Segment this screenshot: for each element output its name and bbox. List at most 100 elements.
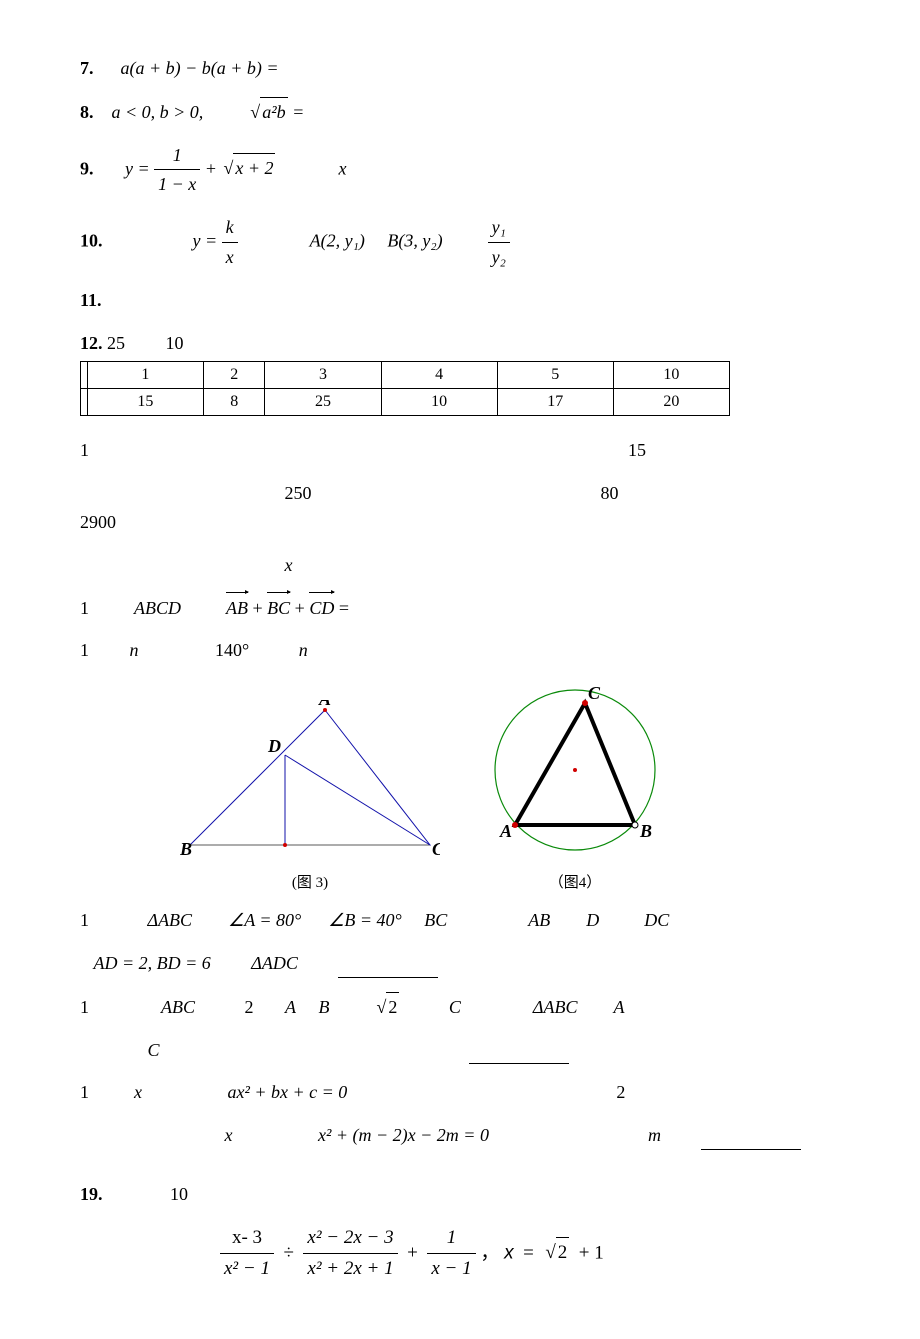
q10-rfrac-num: y₁ — [488, 213, 510, 243]
figure-4-caption: （图4） — [470, 871, 680, 892]
vec-ab: AB — [226, 594, 248, 623]
q12-mid: 10 — [166, 333, 184, 353]
q10-A: A(2, y₁) — [310, 231, 365, 251]
line-e-deg: 140° — [215, 640, 249, 660]
q10-frac-num: k — [222, 213, 238, 243]
point-foot-dot — [283, 843, 287, 847]
q19-f1: x- 3 x² − 1 — [220, 1223, 274, 1285]
table-cell: 10 — [613, 362, 729, 389]
q18-m: m — [648, 1125, 661, 1145]
table-cell: 25 — [265, 389, 381, 416]
figure-4: A B C （图4） — [470, 685, 680, 892]
q17-sqrt2-rad: 2 — [386, 992, 399, 1022]
q10-rfrac-den: y₂ — [488, 243, 510, 272]
question-17: 1 ABC 2 A B 2 C ΔABC A — [80, 992, 840, 1022]
q19-div: ÷ — [283, 1242, 293, 1263]
question-8: 8. a < 0, b > 0, a²b = — [80, 97, 840, 127]
q18-lead: 1 — [80, 1082, 89, 1102]
q8-number: 8. — [80, 102, 94, 122]
q10-B: B(3, y₂) — [387, 231, 442, 251]
q12-pre: 25 — [107, 333, 125, 353]
table-header-row: 1 2 3 4 5 10 — [81, 362, 730, 389]
q9-number: 9. — [80, 158, 94, 178]
label-c-4: C — [588, 685, 601, 703]
q9-yeq: y = — [125, 158, 150, 178]
table-cell: 3 — [265, 362, 381, 389]
table-cell: 15 — [87, 389, 203, 416]
table-data-row: 15 8 25 10 17 20 — [81, 389, 730, 416]
q19-f3-num: 1 — [427, 1223, 475, 1254]
question-7: 7. a(a + b) − b(a + b) = — [80, 54, 840, 83]
q16-blank[interactable] — [338, 959, 438, 978]
q19-f2-num: x² − 2x − 3 — [303, 1223, 397, 1254]
q17-sqrt2: 2 — [375, 992, 400, 1022]
line-e-n1: n — [130, 640, 139, 660]
q17-abc: ABC — [161, 997, 195, 1017]
figure-3-svg: A B C D — [180, 700, 440, 860]
q8-after: = — [292, 102, 304, 122]
q17-blank[interactable] — [469, 1045, 569, 1064]
q19-f1-num: x- 3 — [220, 1223, 274, 1254]
label-a: A — [318, 700, 331, 709]
q8-rad: a²b — [260, 97, 287, 127]
label-b: B — [180, 839, 192, 859]
figure-4-svg: A B C — [470, 685, 680, 860]
q17-tri: ΔABC — [533, 997, 578, 1017]
table-cell: 5 — [497, 362, 613, 389]
q19-f3-den: x − 1 — [427, 1254, 475, 1284]
label-c: C — [432, 839, 440, 859]
triangle-abc-4 — [515, 703, 635, 825]
line-e-lead: 1 — [80, 640, 89, 660]
q19-plus1: + 1 — [579, 1242, 604, 1263]
q17-two: 2 — [245, 997, 254, 1017]
line-a-lead: 1 — [80, 440, 89, 460]
question-16: 1 ΔABC ∠A = 80° ∠B = 40° BC AB D DC — [80, 906, 840, 935]
q16-tri: ΔABC — [148, 910, 193, 930]
q8-sqrt: a²b — [248, 97, 287, 127]
line-a-v1: 15 — [628, 440, 646, 460]
q9-frac-num: 1 — [154, 141, 200, 171]
line-c-x: x — [285, 555, 293, 575]
table-cell — [81, 362, 88, 389]
q19-x: x — [504, 1242, 514, 1263]
q18-x: x — [134, 1082, 142, 1102]
question-18: 1 x ax² + bx + c = 0 2 — [80, 1078, 840, 1107]
line-d-lead: 1 — [80, 598, 89, 618]
vec-bc: BC — [267, 594, 290, 623]
table-cell: 17 — [497, 389, 613, 416]
q18-blank[interactable] — [701, 1131, 801, 1150]
line-a: 1 15 — [80, 436, 840, 465]
q10-frac: k x — [222, 213, 238, 272]
label-b-4: B — [639, 821, 652, 841]
question-18-line2: x x² + (m − 2)x − 2m = 0 m — [80, 1121, 840, 1150]
question-12-header: 12. 25 10 — [80, 329, 840, 358]
q17-b: B — [319, 997, 330, 1017]
line-dc — [285, 755, 430, 845]
q16-d: D — [586, 910, 599, 930]
q10-number: 10. — [80, 231, 103, 251]
question-11: 11. — [80, 286, 840, 315]
q16-ang1: ∠A = 80° — [228, 910, 301, 930]
q17-c2: C — [148, 1040, 160, 1060]
q16-line2b: ΔADC — [251, 953, 298, 973]
q7-number: 7. — [80, 58, 94, 78]
q10-frac-den: x — [222, 243, 238, 272]
q19-sqrt2: 2 — [543, 1237, 569, 1268]
point-b-dot-4 — [632, 822, 638, 828]
table-cell: 2 — [203, 362, 264, 389]
figure-3-caption: (图 3) — [180, 871, 440, 892]
q19-eq: = — [523, 1242, 534, 1263]
line-c: x — [80, 551, 840, 580]
question-9: 9. y = 1 1 − x + x + 2 x — [80, 141, 840, 200]
line-b-v3: 2900 — [80, 512, 116, 532]
q17-a: A — [285, 997, 296, 1017]
q12-table: 1 2 3 4 5 10 15 8 25 10 17 20 — [80, 361, 730, 416]
line-d-eq: = — [339, 598, 349, 618]
table-cell: 4 — [381, 362, 497, 389]
q9-frac-den: 1 − x — [154, 170, 200, 199]
table-cell: 10 — [381, 389, 497, 416]
q11-number: 11. — [80, 290, 102, 310]
question-10: 10. y = k x A(2, y₁) B(3, y₂) y₁ y₂ — [80, 213, 840, 272]
q16-dc: DC — [644, 910, 669, 930]
q18-x2: x — [225, 1125, 233, 1145]
